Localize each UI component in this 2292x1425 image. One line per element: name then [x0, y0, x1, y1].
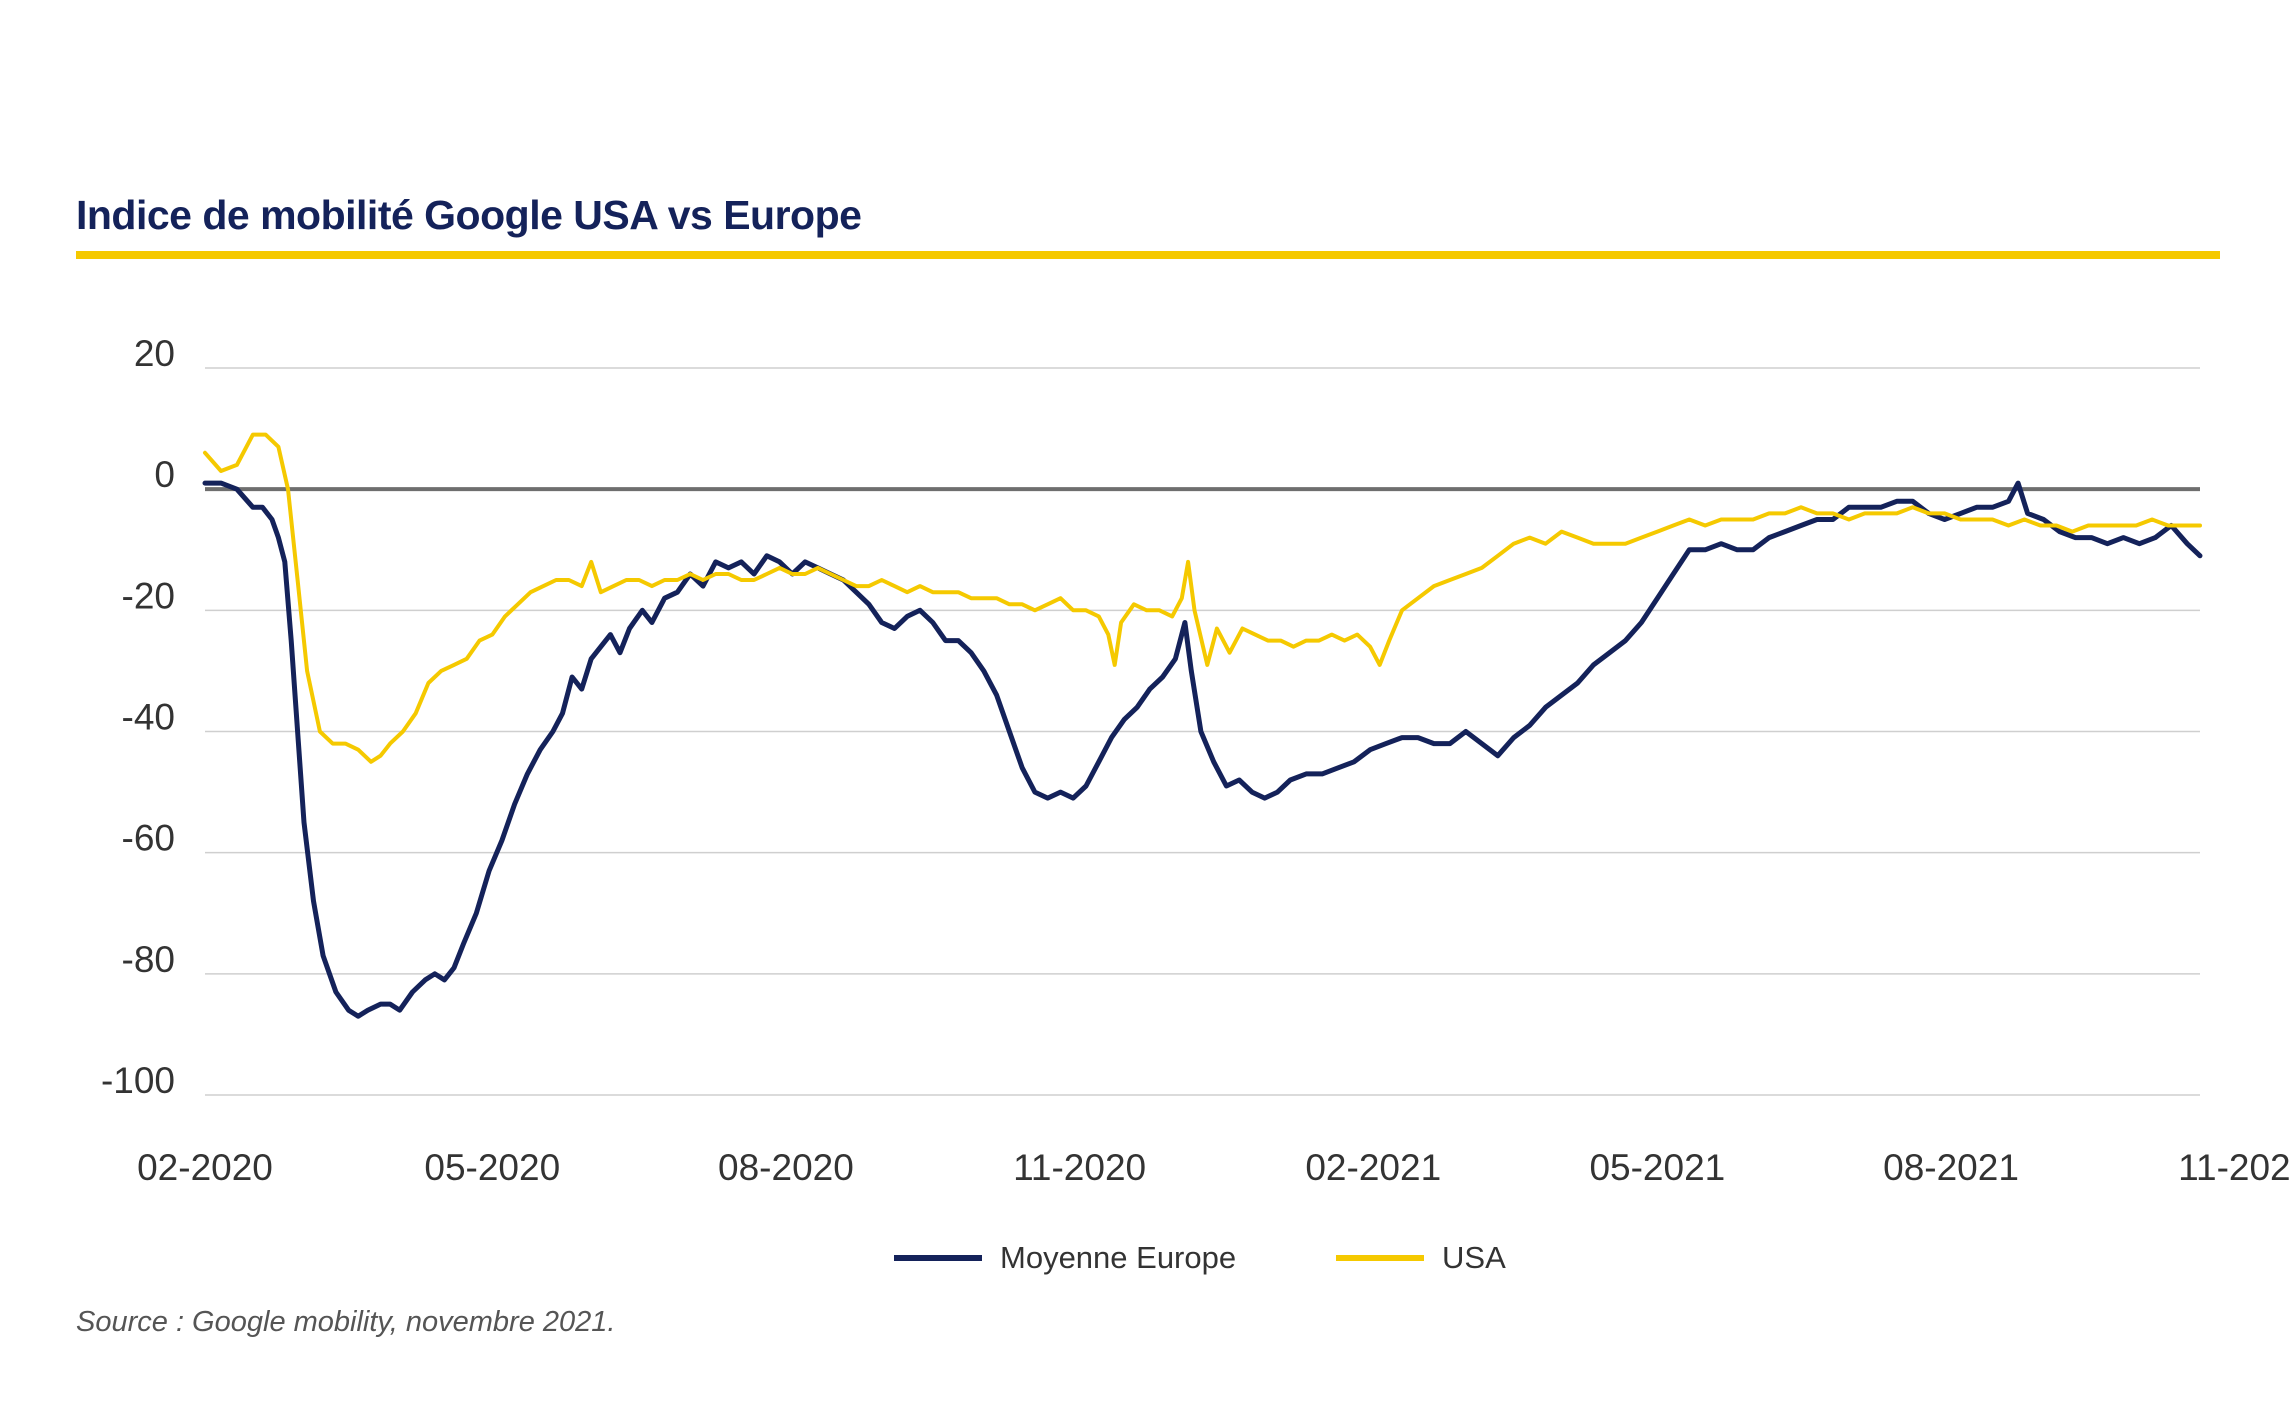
- legend: Moyenne Europe USA: [0, 1240, 2292, 1284]
- y-tick-label: -100: [101, 1060, 175, 1101]
- title-underline: [76, 251, 2220, 259]
- y-tick-label: -80: [122, 939, 175, 980]
- x-tick-label: 11-2021: [2178, 1147, 2292, 1188]
- series-line-europe: [202, 480, 2203, 1019]
- y-tick-label: -40: [122, 697, 175, 738]
- series-line-usa: [203, 432, 2202, 764]
- x-tick-label: 08-2020: [718, 1147, 854, 1188]
- y-tick-label: 20: [134, 333, 175, 374]
- x-tick-label: 02-2020: [137, 1147, 273, 1188]
- y-tick-label: -60: [122, 818, 175, 859]
- legend-label-usa: USA: [1442, 1240, 1506, 1275]
- grid-lines: [205, 367, 2200, 1096]
- y-axis-ticks: 20 0 -20 -40 -60 -80 -100: [101, 333, 175, 1101]
- legend-swatch-usa: [1336, 1255, 1424, 1261]
- y-tick-label: 0: [154, 454, 175, 495]
- series-lines: [202, 432, 2203, 1019]
- legend-item-usa: USA: [1336, 1240, 1506, 1276]
- legend-swatch-europe: [894, 1255, 982, 1261]
- x-tick-label: 05-2021: [1589, 1147, 1725, 1188]
- x-tick-label: 02-2021: [1305, 1147, 1441, 1188]
- x-axis-ticks: 02-2020 05-2020 08-2020 11-2020 02-2021 05-20…: [137, 1147, 2292, 1188]
- x-tick-label: 05-2020: [424, 1147, 560, 1188]
- source-note: Source : Google mobility, novembre 2021.: [76, 1306, 616, 1338]
- x-tick-label: 08-2021: [1883, 1147, 2019, 1188]
- x-tick-label: 11-2020: [1013, 1147, 1146, 1188]
- legend-item-europe: Moyenne Europe: [894, 1240, 1236, 1276]
- legend-label-europe: Moyenne Europe: [1000, 1240, 1237, 1275]
- y-tick-label: -20: [122, 575, 175, 616]
- chart-title: Indice de mobilité Google USA vs Europe: [76, 192, 862, 238]
